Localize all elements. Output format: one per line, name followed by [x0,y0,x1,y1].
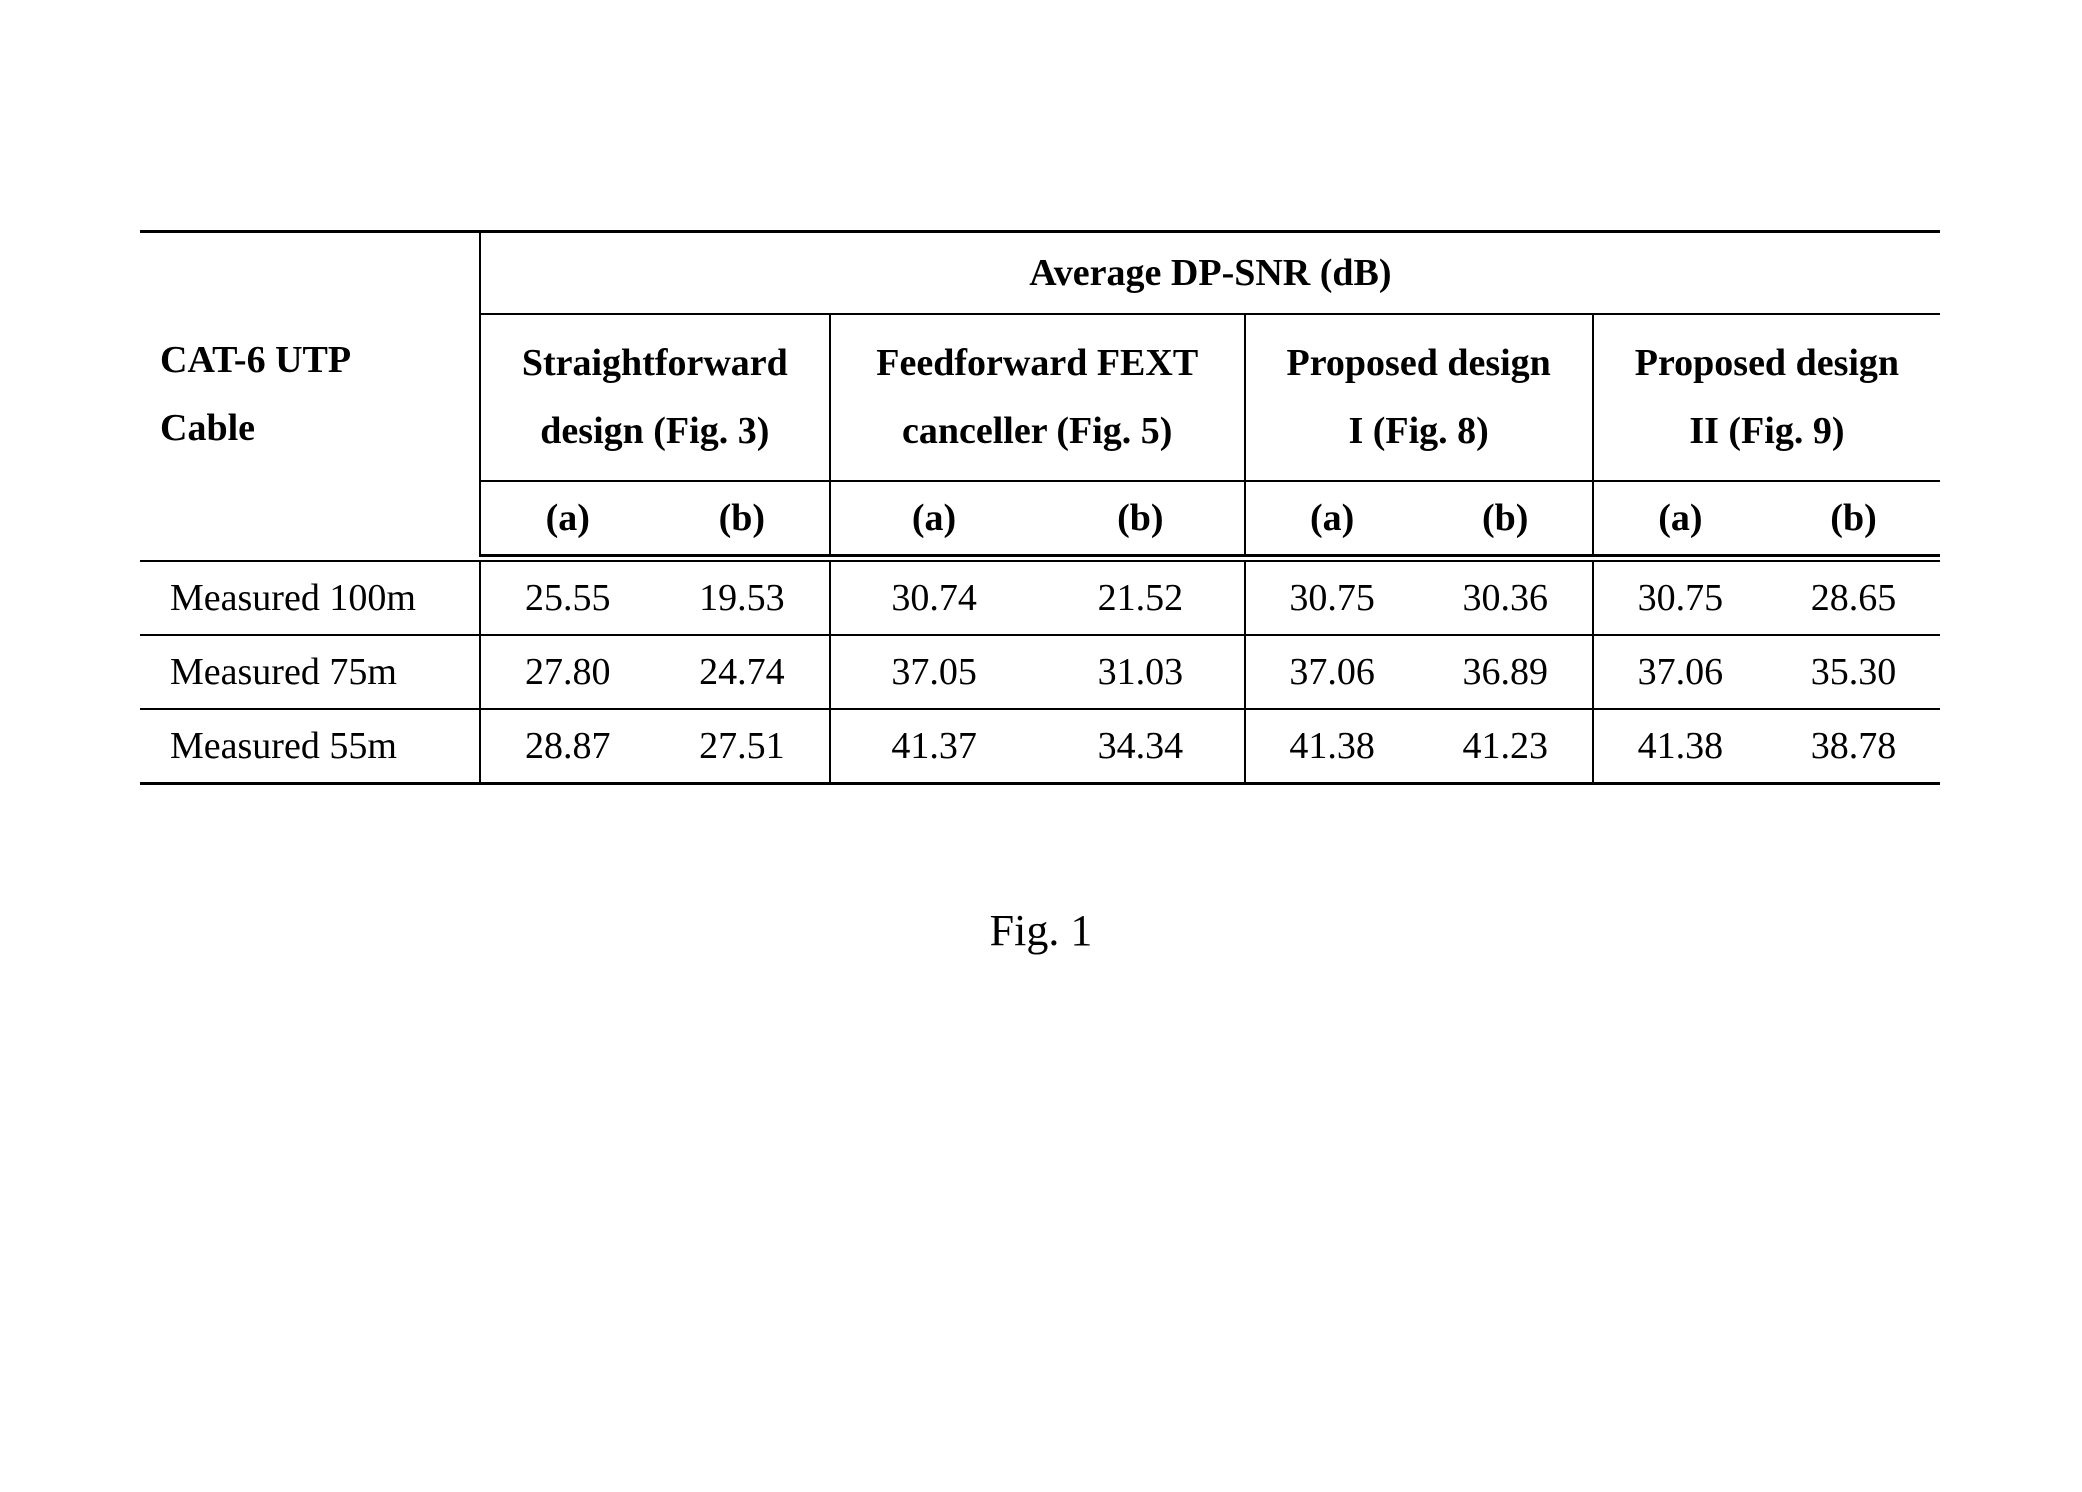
row-header-line1: CAT-6 UTP [160,339,351,381]
cell: 41.38 [1593,709,1767,784]
sub-a-3: (a) [1593,481,1767,556]
cell: 37.06 [1593,635,1767,709]
row-header-line2: Cable [160,407,255,449]
figure-caption: Fig. 1 [140,905,1942,956]
cell: 28.87 [480,709,655,784]
cell: 36.89 [1419,635,1593,709]
row-label-0: Measured 100m [140,561,480,635]
cell: 30.36 [1419,561,1593,635]
cell: 30.75 [1245,561,1419,635]
sub-b-1: (b) [1037,481,1244,556]
sub-a-1: (a) [830,481,1037,556]
group-header-2: Proposed design I (Fig. 8) [1245,314,1593,481]
table-row: Measured 55m 28.87 27.51 41.37 34.34 41.… [140,709,1940,784]
spanning-header: Average DP-SNR (dB) [480,232,1940,315]
sub-b-2: (b) [1419,481,1593,556]
cell: 37.05 [830,635,1037,709]
dp-snr-table: CAT-6 UTP Cable Average DP-SNR (dB) Stra… [140,230,1940,785]
cell: 27.80 [480,635,655,709]
cell: 30.75 [1593,561,1767,635]
cell: 41.38 [1245,709,1419,784]
row-label-1: Measured 75m [140,635,480,709]
cell: 41.37 [830,709,1037,784]
group-header-1: Feedforward FEXT canceller (Fig. 5) [830,314,1245,481]
row-header-title: CAT-6 UTP Cable [140,232,480,556]
cell: 25.55 [480,561,655,635]
sub-a-2: (a) [1245,481,1419,556]
cell: 31.03 [1037,635,1244,709]
sub-b-3: (b) [1767,481,1940,556]
table-row: Measured 75m 27.80 24.74 37.05 31.03 37.… [140,635,1940,709]
cell: 30.74 [830,561,1037,635]
cell: 34.34 [1037,709,1244,784]
cell: 19.53 [655,561,830,635]
row-label-2: Measured 55m [140,709,480,784]
sub-a-0: (a) [480,481,655,556]
table-row: Measured 100m 25.55 19.53 30.74 21.52 30… [140,561,1940,635]
cell: 24.74 [655,635,830,709]
sub-b-0: (b) [655,481,830,556]
cell: 41.23 [1419,709,1593,784]
cell: 21.52 [1037,561,1244,635]
cell: 35.30 [1767,635,1940,709]
cell: 27.51 [655,709,830,784]
cell: 38.78 [1767,709,1940,784]
group-header-3: Proposed design II (Fig. 9) [1593,314,1940,481]
cell: 28.65 [1767,561,1940,635]
cell: 37.06 [1245,635,1419,709]
group-header-0: Straightforward design (Fig. 3) [480,314,830,481]
